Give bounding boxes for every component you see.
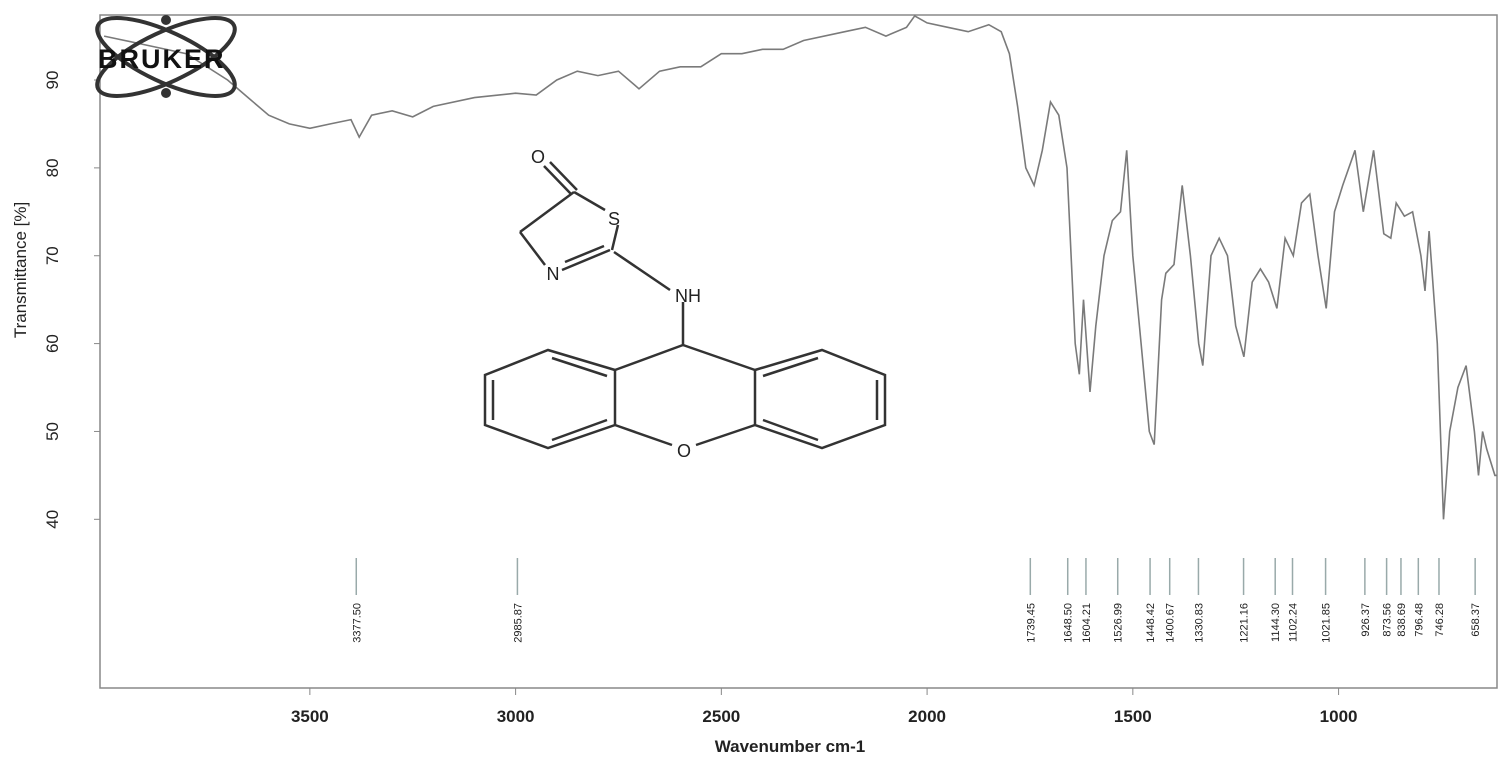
peak-label: 796.48 xyxy=(1413,603,1425,637)
peak-label: 1604.21 xyxy=(1081,603,1093,643)
y-tick-label: 60 xyxy=(43,334,62,353)
x-axis-label: Wavenumber cm-1 xyxy=(715,737,866,756)
peak-label: 838.69 xyxy=(1396,603,1408,637)
y-tick-label: 80 xyxy=(43,158,62,177)
peak-labels: 3377.50 2985.87 1739.45 1648.50 1604.21 1526.… xyxy=(351,558,1482,643)
x-tick-label: 3000 xyxy=(497,707,535,726)
atom-ring-o: O xyxy=(677,441,691,461)
atom-n: N xyxy=(547,264,560,284)
spectrum-line xyxy=(103,14,1497,520)
peak-label: 873.56 xyxy=(1382,603,1394,637)
bruker-logo-text: BRUKER xyxy=(98,44,226,74)
peak-label: 1021.85 xyxy=(1321,603,1333,643)
y-tick-label: 40 xyxy=(43,510,62,529)
molecule-structure xyxy=(483,161,887,450)
peak-label: 1221.16 xyxy=(1239,603,1251,643)
peak-label: 1102.24 xyxy=(1288,603,1300,642)
y-tick-label: 90 xyxy=(43,71,62,90)
x-tick-label: 1000 xyxy=(1320,707,1358,726)
x-axis: 3500 3000 2500 2000 1500 1000 xyxy=(291,688,1358,726)
x-tick-label: 2500 xyxy=(702,707,740,726)
x-tick-label: 2000 xyxy=(908,707,946,726)
peak-label: 1448.42 xyxy=(1145,603,1157,643)
y-tick-label: 50 xyxy=(43,422,62,441)
atom-carbonyl-o: O xyxy=(531,147,545,167)
plot-frame xyxy=(99,14,1498,689)
peak-label: 1739.45 xyxy=(1025,603,1037,643)
y-tick-label: 70 xyxy=(43,246,62,265)
peak-label: 1330.83 xyxy=(1193,603,1205,643)
peak-label: 1648.50 xyxy=(1063,603,1075,643)
y-axis: 40 50 60 70 80 90 xyxy=(43,71,100,529)
peak-label: 1144.30 xyxy=(1270,603,1282,642)
x-tick-label: 3500 xyxy=(291,707,329,726)
peak-label: 3377.50 xyxy=(351,603,363,643)
peak-label: 1526.99 xyxy=(1113,603,1125,643)
peak-label: 658.37 xyxy=(1470,603,1482,637)
y-axis-label: Transmittance [%] xyxy=(11,202,30,338)
peak-label: 926.37 xyxy=(1360,603,1372,637)
bruker-logo: BRUKER xyxy=(95,15,237,98)
peak-label: 746.28 xyxy=(1434,603,1446,637)
x-tick-label: 1500 xyxy=(1114,707,1152,726)
peak-label: 1400.67 xyxy=(1165,603,1177,643)
peak-label: 2985.87 xyxy=(512,603,524,643)
atom-nh: NH xyxy=(675,286,701,306)
atom-s: S xyxy=(608,209,620,229)
